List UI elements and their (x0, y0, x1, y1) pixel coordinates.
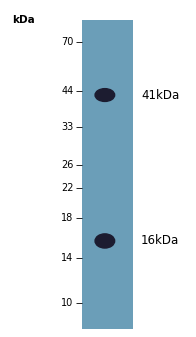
Text: 33: 33 (61, 122, 74, 132)
Text: 41kDa: 41kDa (141, 89, 179, 101)
Text: 22: 22 (61, 183, 74, 193)
Ellipse shape (95, 89, 115, 101)
Text: 44: 44 (61, 86, 74, 96)
Bar (82, 20, 133, 329)
Text: 70: 70 (61, 37, 74, 47)
Text: kDa: kDa (12, 15, 34, 25)
Text: 14: 14 (61, 253, 74, 264)
Ellipse shape (95, 234, 115, 248)
Text: 16kDa: 16kDa (141, 235, 179, 247)
Text: 10: 10 (61, 298, 74, 308)
Text: 26: 26 (61, 160, 74, 170)
Text: 18: 18 (61, 213, 74, 223)
